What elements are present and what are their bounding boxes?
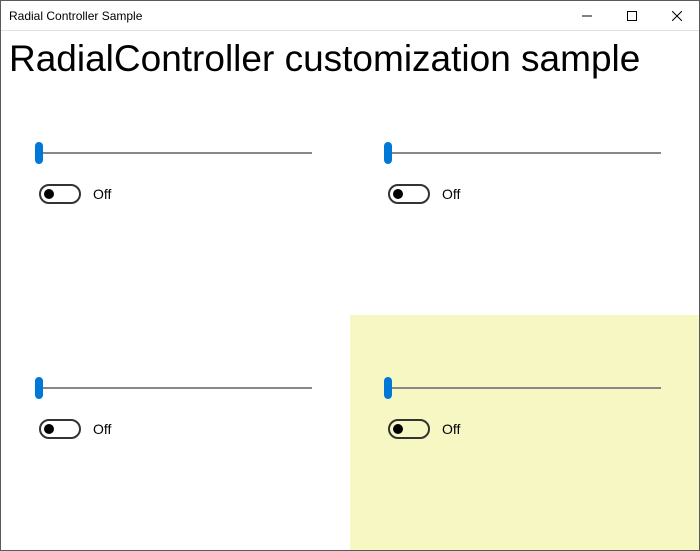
slider-bottom-left[interactable] [39,379,312,397]
slider-track [388,387,661,389]
slider-top-left[interactable] [39,144,312,162]
minimize-icon [582,11,592,21]
toggle-bottom-right[interactable] [388,419,430,439]
toggle-row-bottom-left: Off [39,419,312,439]
maximize-button[interactable] [609,1,654,30]
toggle-knob [393,424,403,434]
slider-thumb[interactable] [384,377,392,399]
slider-thumb[interactable] [384,142,392,164]
close-icon [672,11,682,21]
slider-bottom-right[interactable] [388,379,661,397]
toggle-knob [44,424,54,434]
slider-track [39,387,312,389]
page-title: RadialController customization sample [9,39,699,80]
close-button[interactable] [654,1,699,30]
toggle-label-bottom-right: Off [442,421,460,437]
toggle-label-bottom-left: Off [93,421,111,437]
slider-track [39,152,312,154]
quadrant-top-right: Off [350,80,699,315]
window-title: Radial Controller Sample [9,9,142,23]
slider-track [388,152,661,154]
toggle-knob [393,189,403,199]
quadrant-top-left: Off [1,80,350,315]
slider-thumb[interactable] [35,142,43,164]
maximize-icon [627,11,637,21]
toggle-label-top-left: Off [93,186,111,202]
content-area: RadialController customization sample Of… [1,31,699,550]
toggle-label-top-right: Off [442,186,460,202]
toggle-row-bottom-right: Off [388,419,661,439]
quadrant-bottom-right: Off [350,315,699,550]
minimize-button[interactable] [564,1,609,30]
toggle-knob [44,189,54,199]
titlebar: Radial Controller Sample [1,1,699,31]
slider-top-right[interactable] [388,144,661,162]
quadrant-grid: Off Off [1,80,699,550]
slider-thumb[interactable] [35,377,43,399]
app-window: Radial Controller Sample RadialControlle… [0,0,700,551]
toggle-top-right[interactable] [388,184,430,204]
toggle-bottom-left[interactable] [39,419,81,439]
window-controls [564,1,699,30]
quadrant-bottom-left: Off [1,315,350,550]
toggle-row-top-left: Off [39,184,312,204]
toggle-top-left[interactable] [39,184,81,204]
toggle-row-top-right: Off [388,184,661,204]
